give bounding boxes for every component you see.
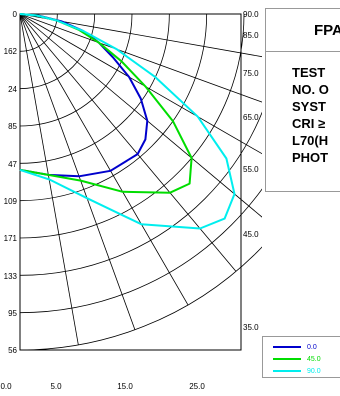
radial-tick-label: 95 [8,309,17,318]
angle-tick-label: 85.0 [243,31,259,40]
legend-swatch [273,370,301,372]
angle-tick-label: 75.0 [243,69,259,78]
info-line: PHOT [292,150,329,165]
series-curves [19,13,236,230]
bottom-tick-label: 15.0 [117,382,133,391]
radial-tick-label: 171 [4,234,18,243]
bottom-tick-label: 0.0 [0,382,12,391]
radial-tick-label: 0 [13,10,18,19]
info-panel: FPA TEST NO. O SYST CRI ≥ L70(H PHOT [265,8,340,192]
grid-ring [19,13,245,239]
radial-tick-label: 85 [8,122,17,131]
grid-ring [19,188,262,314]
legend-item: 90.0 [273,366,321,376]
radial-tick-label: 24 [8,85,17,94]
polar-candela-chart: 0 162 24 85 47 109 171 133 95 56 90.0 85.0 75.0 65.0 5… [0,10,262,391]
radial-tick-label: 109 [4,197,18,206]
radial-tick-label: 133 [4,272,18,281]
bottom-tick-label: 25.0 [189,382,205,391]
legend: 0.0 45.0 90.0 [262,336,340,378]
grid-spoke [19,13,262,103]
info-line: L70(H [292,133,329,148]
grid-spoke [19,13,262,58]
series-line-90.0 [19,13,236,230]
grid-ring [19,13,208,202]
info-line: CRI ≥ [292,116,326,131]
grid-spoke [19,13,189,306]
grid-ring [19,13,96,90]
info-title: FPA [266,9,340,52]
info-line: TEST [292,65,326,80]
angle-tick-label: 65.0 [243,113,259,122]
radial-tick-label: 47 [8,160,17,169]
radial-tick-label: 56 [8,346,17,355]
grid-ring [19,13,170,164]
grid-spoke [19,13,262,155]
legend-label: 45.0 [307,355,321,363]
legend-label: 90.0 [307,367,321,375]
angle-tick-label: 45.0 [243,230,259,239]
angle-tick-label: 90.0 [243,10,259,19]
info-lines: TEST NO. O SYST CRI ≥ L70(H PHOT [266,52,340,166]
info-line: NO. O [292,82,329,97]
radial-tick-label: 162 [4,47,18,56]
legend-swatch [273,358,301,360]
grid-spoke [19,13,136,330]
grid-ring [19,13,133,127]
angle-tick-label: 55.0 [243,165,259,174]
info-line: SYST [292,99,326,114]
polar-grid [19,13,262,351]
bottom-tick-label: 5.0 [50,382,62,391]
legend-label: 0.0 [307,343,317,351]
grid-ring [19,111,262,276]
legend-swatch [273,346,301,348]
legend-item: 0.0 [273,342,317,352]
tick-labels: 0 162 24 85 47 109 171 133 95 56 90.0 85.0 75.0 65.0 5… [0,10,259,391]
legend-item: 45.0 [273,354,321,364]
grid-ring [19,246,262,351]
angle-tick-label: 35.0 [243,323,259,332]
